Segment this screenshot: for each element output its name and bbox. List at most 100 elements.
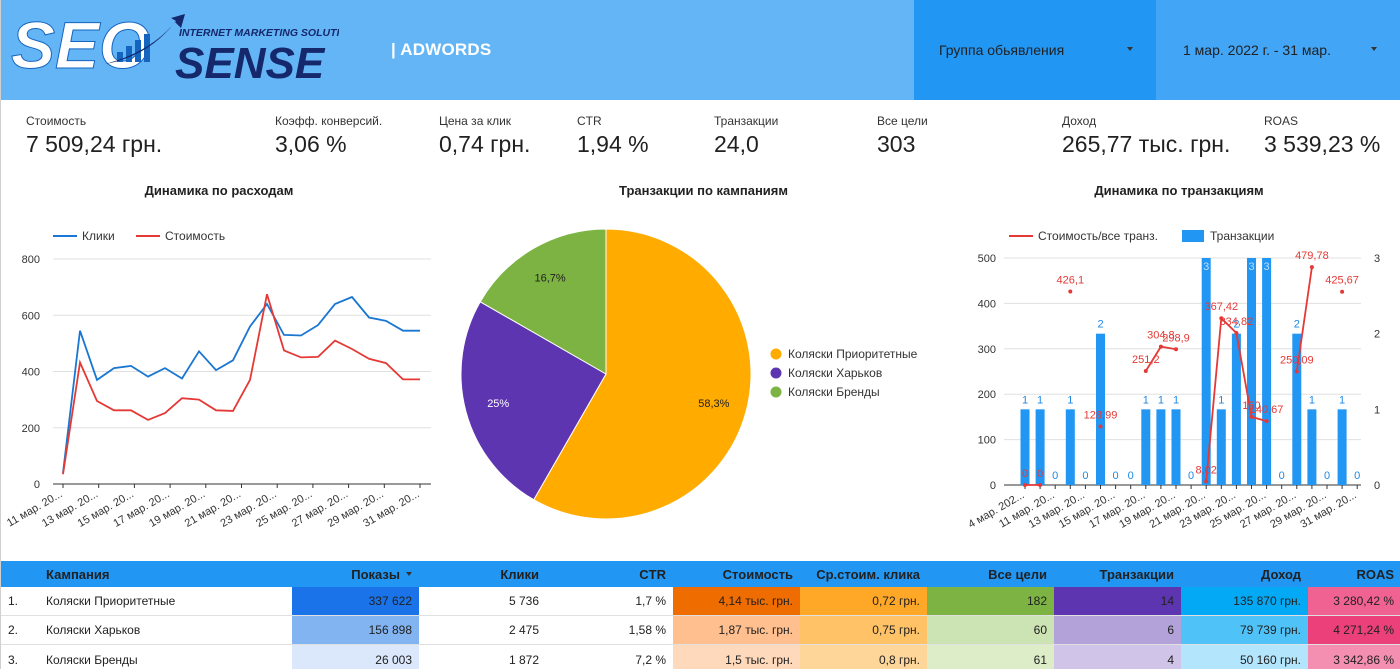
cell-clicks: 5 736 <box>508 594 539 608</box>
cell-all-goals: 61 <box>927 645 1054 669</box>
table-row[interactable]: 1. Коляски Приоритетные 337 622 5 736 1,7 % 4… <box>1 587 1400 616</box>
line-point <box>1023 483 1027 487</box>
legend-label: Стоимость <box>165 229 225 243</box>
legend-label: Коляски Харьков <box>788 366 882 380</box>
legend-swatch <box>770 386 782 398</box>
legend-swatch <box>1182 230 1204 242</box>
cell-impressions: 156 898 <box>292 616 419 644</box>
bar <box>1171 409 1181 485</box>
line-data-label: 479,78 <box>1295 250 1329 262</box>
cell-cost: 1,87 тыс. грн. <box>673 616 800 644</box>
kpi-ctr: CTR 1,94 % <box>577 114 649 158</box>
kpi-label: CTR <box>577 114 602 128</box>
header-bar: SEO INTERNET MARKETING SOLUTIONS SENSE |… <box>1 0 1400 100</box>
cell-cost: 1,5 тыс. грн. <box>673 645 800 669</box>
column-header-clicks[interactable]: Клики <box>500 566 539 582</box>
bar <box>1035 409 1045 485</box>
chevron-down-icon <box>1127 47 1133 51</box>
line-point <box>1309 265 1314 270</box>
kpi-label: Стоимость <box>26 114 87 128</box>
column-header-ctr[interactable]: CTR <box>639 566 666 582</box>
pie-chart-title: Транзакции по кампаниям <box>619 183 788 198</box>
legend-swatch <box>770 348 782 360</box>
series-line-cost <box>62 293 420 475</box>
cell-impressions: 337 622 <box>292 587 419 615</box>
kpi-roas: ROAS 3 539,23 % <box>1264 114 1380 158</box>
legend-label: Клики <box>82 229 115 243</box>
cell-clicks: 2 475 <box>508 623 539 637</box>
logo-bars-icon <box>105 14 185 64</box>
bar <box>1065 409 1075 485</box>
logo-word-sense: SENSE <box>175 39 326 88</box>
seo-sense-logo: SEO INTERNET MARKETING SOLUTIONS SENSE <box>11 8 340 89</box>
ad-group-dropdown[interactable]: Группа обьявления <box>914 0 1156 100</box>
logo-word-seo: SEO <box>11 8 150 82</box>
kpi-cpc: Цена за клик 0,74 грн. <box>439 114 530 158</box>
legend-label: Коляски Приоритетные <box>788 347 918 361</box>
sort-desc-icon <box>406 572 412 576</box>
pie-slice <box>460 301 607 501</box>
line-data-label: 251,2 <box>1132 354 1160 366</box>
cell-campaign: Коляски Бренды <box>46 652 138 667</box>
bar-data-label: 0 <box>1188 470 1194 482</box>
column-header-impressions[interactable]: Показы <box>292 561 419 587</box>
transactions-chart-title: Динамика по транзакциям <box>1094 183 1264 198</box>
table-row[interactable]: 3. Коляски Бренды 26 003 1 872 7,2 % 1,5 тыс.… <box>1 645 1400 669</box>
kpi-conversion-rate: Коэфф. конверсий. 3,06 % <box>275 114 382 158</box>
kpi-label: Доход <box>1062 114 1097 128</box>
line-point <box>1249 414 1254 419</box>
kpi-value: 24,0 <box>714 131 759 157</box>
legend-label: Стоимость/все транз. <box>1038 229 1158 243</box>
column-header-cost[interactable]: Стоимость <box>722 566 793 582</box>
line-point <box>1340 289 1345 294</box>
bar-data-label: 3 <box>1203 261 1209 273</box>
y-tick-label: 200 <box>22 423 40 435</box>
cell-roas: 3 342,86 % <box>1308 645 1400 669</box>
bar <box>1307 409 1317 485</box>
legend-label: Коляски Бренды <box>788 385 880 399</box>
y-left-tick-label: 300 <box>978 344 996 356</box>
line-point <box>1219 316 1224 321</box>
bar <box>1201 258 1211 485</box>
cell-avg-cpc: 0,72 грн. <box>800 587 927 615</box>
kpi-label: Все цели <box>877 114 928 128</box>
line-point <box>1204 479 1209 484</box>
date-range-dropdown[interactable]: 1 мар. 2022 г. - 31 мар. <box>1156 0 1400 100</box>
column-header-transactions[interactable]: Транзакции <box>1099 566 1174 582</box>
column-header-roas[interactable]: ROAS <box>1356 566 1394 582</box>
column-header-avg-cpc[interactable]: Ср.стоим. клика <box>816 566 920 582</box>
line-point <box>1158 344 1163 349</box>
cell-roas: 4 271,24 % <box>1308 616 1400 644</box>
kpi-value: 1,94 % <box>577 131 649 157</box>
y-right-tick-label: 2 <box>1374 329 1380 341</box>
kpi-all-goals: Все цели 303 <box>877 114 928 158</box>
kpi-value: 303 <box>877 131 916 157</box>
bar-data-label: 0 <box>1113 470 1119 482</box>
cell-campaign: Коляски Харьков <box>46 623 141 637</box>
date-range-label: 1 мар. 2022 г. - 31 мар. <box>1183 42 1331 58</box>
bar-data-label: 0 <box>1279 470 1285 482</box>
column-header-campaign[interactable]: Кампания <box>46 566 110 582</box>
column-header-all-goals[interactable]: Все цели <box>988 566 1047 582</box>
report-subtitle: | ADWORDS <box>391 40 492 59</box>
bar-data-label: 2 <box>1294 319 1300 331</box>
y-tick-label: 600 <box>22 310 40 322</box>
kpi-label: ROAS <box>1264 114 1299 128</box>
pie-slice-label: 16,7% <box>534 272 565 284</box>
y-right-tick-label: 1 <box>1374 404 1380 416</box>
y-right-tick-label: 3 <box>1374 253 1380 265</box>
pie-slice <box>533 228 752 520</box>
line-point <box>1068 289 1073 294</box>
spend-chart-title: Динамика по расходам <box>144 183 294 198</box>
bar-data-label: 1 <box>1339 394 1345 406</box>
y-tick-label: 400 <box>22 367 40 379</box>
column-header-revenue[interactable]: Доход <box>1261 566 1301 582</box>
campaign-pie-chart: 58,3% Коляски Приоритетные 25% Коляски Харь… <box>460 228 918 520</box>
table-row[interactable]: 2. Коляски Харьков 156 898 2 475 1,58 % 1,87 … <box>1 616 1400 645</box>
cell-all-goals: 182 <box>927 587 1054 615</box>
bar <box>1337 409 1347 485</box>
cell-campaign: Коляски Приоритетные <box>46 594 176 608</box>
bar-data-label: 1 <box>1037 394 1043 406</box>
row-number: 1. <box>8 594 19 608</box>
